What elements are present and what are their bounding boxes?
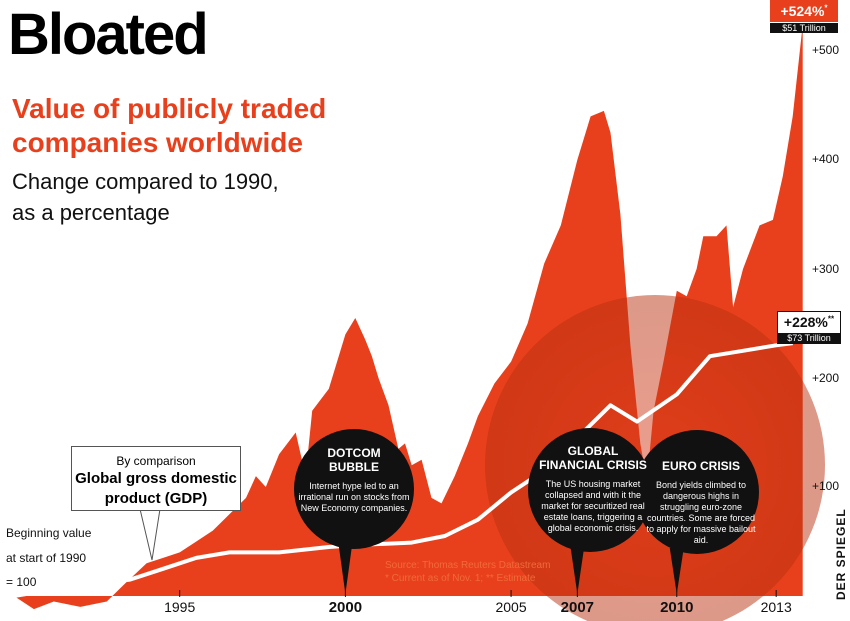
market-callout: +524%* $51 Trillion [770,0,838,33]
event-title: EURO CRISIS [661,459,740,473]
baseline-note-line-3: = 100 [6,575,37,589]
event-bubble [635,430,759,554]
y-tick-label: +200 [812,371,840,385]
x-tick-label: 2005 [495,599,527,615]
event-dotcom-bubble: DOTCOM BUBBLE Internet hype led to an ir… [298,446,410,514]
gdp-line [13,341,793,598]
event-bubble [528,428,652,552]
x-tick-label: 2007 [560,599,595,616]
brand-logo: DER SPIEGEL [834,508,848,600]
event-title: FINANCIAL CRISIS [539,458,647,472]
description-line-2: as a percentage [12,200,170,225]
source-note: Source: Thomas Reuters Datastream * Curr… [385,559,550,585]
event-financial-crisis: GLOBAL FINANCIAL CRISIS The US housing m… [532,444,654,534]
event-bubble-pointer [570,546,585,594]
baseline-note-line-2: at start of 1990 [6,551,87,565]
event-bubble-pointer [669,548,684,594]
event-text: Bond yields climbed to dangerous highs i… [646,480,756,545]
event-text: The US housing market collapsed and with… [541,479,645,533]
event-title: BUBBLE [329,460,379,474]
x-tick-label: 2010 [660,599,694,616]
page-title: Bloated [8,2,209,67]
x-tick-label: 2000 [328,599,363,616]
event-bubble [294,429,414,549]
event-title: GLOBAL [567,444,619,458]
chart-subtitle: Value of publicly traded companies world… [12,93,327,158]
gdp-annotation-pointer [139,508,161,561]
x-tick-label: 1995 [164,599,196,615]
y-tick-label: +400 [812,152,840,166]
gdp-callout: +228%** $73 Trillion [777,311,841,344]
baseline-note-line-1: Beginning value [6,526,92,540]
y-tick-label: +300 [812,262,840,276]
gdp-annotation: By comparison Global gross domestic prod… [71,446,241,511]
gdp-callout-value: +228%** [783,314,835,330]
market-callout-value: +524%* [770,0,838,22]
y-tick-label: +500 [812,43,840,57]
y-tick-label: +100 [812,479,840,493]
gdp-annotation-lead: By comparison [116,454,196,468]
gdp-callout-amount: $73 Trillion [778,332,840,343]
event-title: DOTCOM [327,446,381,460]
source-line: Source: Thomas Reuters Datastream [385,560,551,571]
footnote-line: * Current as of Nov. 1; ** Estimate [385,573,536,584]
market-callout-amount: $51 Trillion [770,22,838,33]
gdp-annotation-label-2: product (GDP) [104,490,208,507]
x-tick-label: 2013 [760,599,792,615]
gdp-annotation-label-1: Global gross domestic [75,470,237,487]
event-euro-crisis: EURO CRISIS Bond yields climbed to dange… [643,459,759,546]
event-text: Internet hype led to an irrational run o… [298,481,410,513]
description-line-1: Change compared to 1990, [12,169,279,194]
chart-description: Change compared to 1990, as a percentage [12,166,342,228]
event-bubble-pointer [338,543,353,594]
